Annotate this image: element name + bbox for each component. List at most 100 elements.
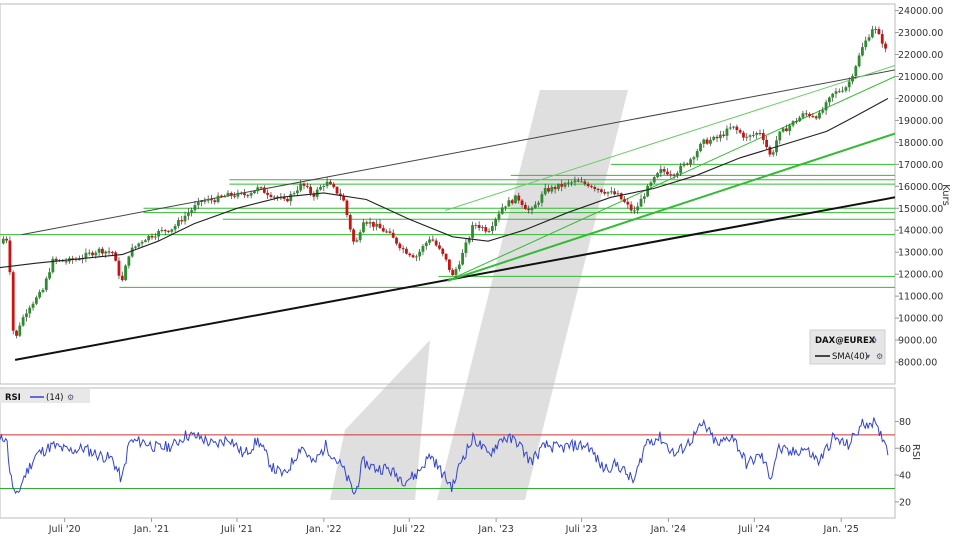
candle-up <box>51 258 55 273</box>
candle-down <box>877 29 881 35</box>
candle-down <box>405 248 408 254</box>
trendlines <box>14 65 896 361</box>
candle-down <box>239 192 243 194</box>
candle-down <box>64 261 68 263</box>
candlesticks <box>1 25 887 339</box>
rsi-y-tick-label: 20 <box>899 497 911 508</box>
candle-up <box>140 241 144 244</box>
candle-down <box>576 180 580 182</box>
candle-up <box>206 199 210 201</box>
candle-up <box>636 206 640 211</box>
candle-down <box>484 227 488 232</box>
sma-line <box>0 98 889 269</box>
candle-up <box>504 206 507 208</box>
candle-down <box>401 248 405 250</box>
legend-sma-dropdown-icon[interactable]: ▾ <box>866 352 870 361</box>
candle-up <box>362 222 365 233</box>
candle-down <box>510 200 514 204</box>
candle-down <box>15 330 18 336</box>
candle-up <box>253 191 256 194</box>
y-axis-title: Kurs <box>940 184 951 206</box>
candle-up <box>695 151 699 158</box>
candle-up <box>97 248 101 253</box>
candle-down <box>342 196 346 201</box>
candle-up <box>28 307 32 314</box>
x-tick-label: Jan. '23 <box>477 524 513 535</box>
candle-up <box>563 183 567 187</box>
rsi-period: (14) <box>46 393 63 403</box>
candle-up <box>127 256 131 266</box>
candle-up <box>633 210 636 212</box>
candle-up <box>732 126 735 128</box>
candle-up <box>841 90 845 92</box>
candle-down <box>441 248 445 254</box>
candle-up <box>424 242 428 247</box>
candle-down <box>596 188 600 190</box>
y-tick-label: 19000.00 <box>898 116 943 127</box>
rsi-y-tick-label: 60 <box>899 444 911 455</box>
candle-up <box>847 81 851 88</box>
y-tick-label: 9000.00 <box>898 336 937 347</box>
candle-up <box>692 157 696 160</box>
candle-down <box>884 43 887 49</box>
candle-down <box>520 200 524 205</box>
candle-up <box>487 231 491 233</box>
candle-down <box>8 240 12 273</box>
y-tick-label: 12000.00 <box>898 270 943 281</box>
candle-down <box>348 214 352 230</box>
candle-down <box>259 187 263 189</box>
candle-down <box>738 130 742 133</box>
legend-sma-label: SMA(40) <box>832 352 868 362</box>
watermark-logo <box>330 90 628 500</box>
candle-down <box>808 113 811 117</box>
candle-up <box>728 127 732 129</box>
rsi-settings-icon[interactable]: ⚙ <box>67 393 74 402</box>
candle-up <box>256 187 260 192</box>
candle-down <box>434 240 438 246</box>
candle-down <box>586 183 590 187</box>
candle-up <box>689 159 693 165</box>
candle-up <box>642 196 646 199</box>
candle-up <box>236 192 240 197</box>
candle-up <box>418 251 422 257</box>
candle-down <box>395 237 398 244</box>
candle-down <box>590 186 593 188</box>
main-plot-border <box>0 3 896 385</box>
legend-sma-settings-icon[interactable]: ⚙ <box>876 352 883 361</box>
y-tick-label: 20000.00 <box>898 94 943 105</box>
x-tick-label: Juli '23 <box>565 524 598 535</box>
candle-up <box>173 226 177 230</box>
candle-up <box>34 297 38 304</box>
candle-up <box>798 117 802 122</box>
rsi-y-tick-label: 80 <box>899 417 911 428</box>
rsi-axis-title: RSI <box>910 444 921 460</box>
candle-up <box>682 163 686 166</box>
candle-up <box>543 188 547 195</box>
candle-up <box>157 230 161 237</box>
candle-up <box>467 237 471 243</box>
candle-up <box>646 185 650 197</box>
candle-down <box>388 231 392 233</box>
candle-up <box>507 200 511 207</box>
legend-settings-icon[interactable]: ⚙ <box>870 336 877 345</box>
candle-down <box>391 232 395 238</box>
candle-up <box>656 173 659 178</box>
candle-up <box>196 201 200 206</box>
candle-down <box>666 171 669 175</box>
candle-up <box>203 200 207 202</box>
candle-down <box>560 184 564 187</box>
y-tick-label: 13000.00 <box>898 248 943 259</box>
main-panel <box>0 3 896 385</box>
candle-up <box>183 215 187 222</box>
candle-up <box>223 196 227 198</box>
candle-down <box>431 239 435 241</box>
candle-up <box>751 134 755 136</box>
candle-up <box>530 207 534 211</box>
candle-up <box>272 196 276 198</box>
candle-up <box>854 66 858 77</box>
rsi-line <box>0 417 895 495</box>
candle-up <box>38 292 42 298</box>
candle-up <box>781 128 785 132</box>
candle-up <box>540 194 544 203</box>
candle-up <box>474 225 478 227</box>
